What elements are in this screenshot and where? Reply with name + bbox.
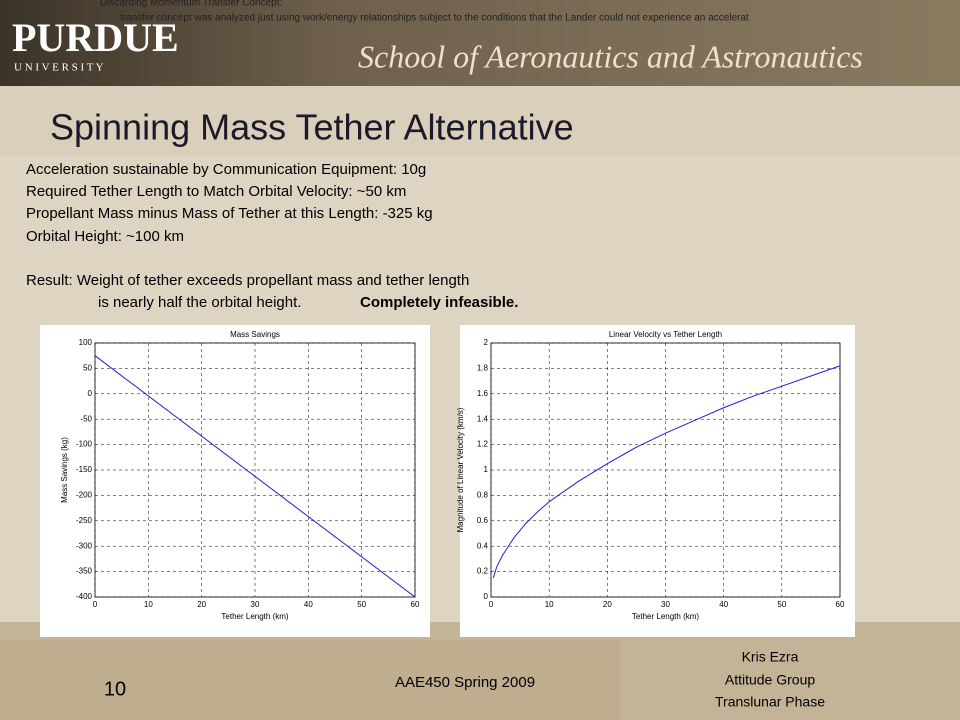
y-tick-label: -200 <box>76 491 93 500</box>
school-name: School of Aeronautics and Astronautics <box>358 38 863 74</box>
x-tick-label: 40 <box>719 600 728 609</box>
chart-title: Mass Savings <box>230 330 280 339</box>
y-tick-label: 1.6 <box>477 389 489 398</box>
result-bold: Completely infeasible. <box>360 294 518 311</box>
y-tick-label: 1.8 <box>477 364 489 373</box>
x-axis-label: Tether Length (km) <box>221 612 288 621</box>
y-tick-label: -100 <box>76 440 93 449</box>
logo-sub: U N I V E R S I T Y <box>14 62 104 74</box>
y-tick-label: 0.4 <box>477 541 489 550</box>
top-line: transfer concept was analyzed just using… <box>120 13 749 24</box>
y-tick-label: 50 <box>83 364 92 373</box>
slide-title: Spinning Mass Tether Alternative <box>50 107 574 148</box>
y-tick-label: 1.4 <box>477 414 489 423</box>
y-tick-label: -350 <box>76 567 93 576</box>
watermark <box>0 640 620 720</box>
body-line: Propellant Mass minus Mass of Tether at … <box>26 205 433 222</box>
body-line: Required Tether Length to Match Orbital … <box>26 183 406 200</box>
x-tick-label: 30 <box>661 600 670 609</box>
author: Kris Ezra <box>742 649 799 665</box>
body-line: Acceleration sustainable by Communicatio… <box>26 161 426 178</box>
logo: PURDUE <box>12 15 179 60</box>
x-tick-label: 60 <box>836 600 845 609</box>
x-axis-label: Tether Length (km) <box>632 612 699 621</box>
top-line: Discarding Momentum Transfer Concept: <box>100 0 282 9</box>
x-tick-label: 10 <box>545 600 554 609</box>
y-tick-label: 0 <box>484 592 489 601</box>
y-tick-label: -250 <box>76 516 93 525</box>
chart-title: Linear Velocity vs Tether Length <box>609 330 722 339</box>
y-tick-label: -400 <box>76 592 93 601</box>
y-tick-label: -50 <box>80 414 92 423</box>
y-tick-label: 100 <box>79 338 93 347</box>
x-tick-label: 60 <box>411 600 420 609</box>
y-tick-label: 2 <box>484 338 489 347</box>
x-tick-label: 0 <box>489 600 494 609</box>
y-tick-label: -150 <box>76 465 93 474</box>
x-tick-label: 10 <box>144 600 153 609</box>
y-tick-label: 0.6 <box>477 516 489 525</box>
x-tick-label: 30 <box>251 600 260 609</box>
header-band <box>0 0 960 86</box>
body-line: Orbital Height: ~100 km <box>26 228 184 245</box>
author: Translunar Phase <box>715 694 825 710</box>
x-tick-label: 50 <box>777 600 786 609</box>
x-tick-label: 20 <box>603 600 612 609</box>
x-tick-label: 0 <box>93 600 98 609</box>
y-tick-label: 0 <box>88 389 93 398</box>
page-number: 10 <box>104 678 126 700</box>
result-line: Result: Weight of tether exceeds propell… <box>26 272 469 289</box>
author: Attitude Group <box>725 672 815 688</box>
result-line: is nearly half the orbital height. <box>98 294 301 311</box>
course: AAE450 Spring 2009 <box>395 674 535 691</box>
y-tick-label: -300 <box>76 541 93 550</box>
data-line <box>492 365 841 579</box>
y-tick-label: 0.2 <box>477 567 489 576</box>
x-tick-label: 20 <box>197 600 206 609</box>
y-tick-label: 0.8 <box>477 491 489 500</box>
data-line <box>94 355 416 598</box>
x-tick-label: 40 <box>304 600 313 609</box>
y-axis-label: Magnitude of Linear Velocity (km/s) <box>456 407 465 532</box>
x-tick-label: 50 <box>357 600 366 609</box>
y-tick-label: 1 <box>484 465 489 474</box>
y-axis-label: Mass Savings (kg) <box>60 437 69 503</box>
y-tick-label: 1.2 <box>477 440 489 449</box>
